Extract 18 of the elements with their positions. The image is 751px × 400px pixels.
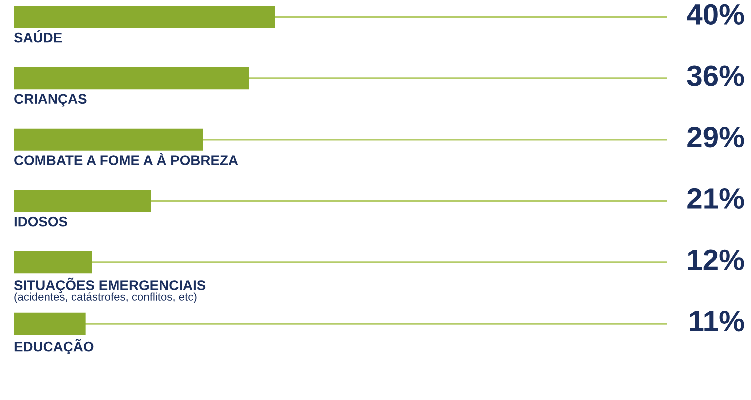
data-label: 21% bbox=[688, 188, 744, 209]
bar bbox=[14, 128, 204, 151]
bar bbox=[14, 67, 250, 90]
y-tick-label: EDUCAÇÃO bbox=[14, 339, 94, 355]
bar bbox=[14, 312, 86, 335]
data-label: 29% bbox=[688, 127, 744, 148]
data-label: 12% bbox=[688, 250, 744, 270]
y-tick-label: COMBATE A FOME A À POBREZA bbox=[14, 152, 238, 166]
y-tick-label: SAÚDE bbox=[14, 30, 62, 43]
y-tick-label: SITUAÇÕES EMERGENCIAIS (acidentes, catástrofes, conflitos, etc) bbox=[14, 278, 206, 304]
y-tick-label: IDOSOS bbox=[14, 216, 68, 227]
data-label: 40% bbox=[687, 4, 744, 26]
bar bbox=[14, 252, 92, 274]
bar bbox=[14, 190, 152, 212]
data-label: 36% bbox=[687, 66, 744, 86]
bar bbox=[14, 6, 276, 28]
data-label: 11% bbox=[690, 311, 744, 332]
y-tick-label: CRIANÇAS bbox=[14, 94, 87, 107]
